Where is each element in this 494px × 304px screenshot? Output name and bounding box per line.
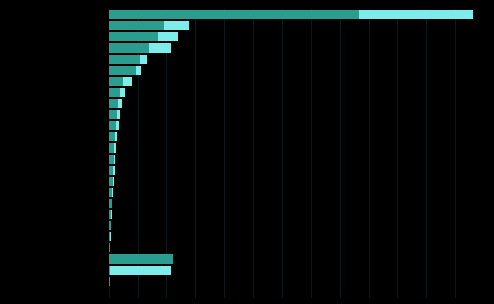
- Bar: [109, 266, 110, 275]
- Bar: [109, 88, 120, 97]
- Bar: [109, 32, 159, 41]
- Bar: [109, 54, 140, 64]
- Bar: [120, 88, 125, 97]
- Bar: [109, 177, 113, 186]
- Bar: [117, 110, 120, 119]
- Bar: [359, 10, 473, 19]
- Bar: [109, 10, 359, 19]
- Bar: [109, 77, 123, 86]
- Bar: [109, 188, 112, 197]
- Bar: [164, 21, 189, 30]
- Bar: [113, 177, 114, 186]
- Bar: [140, 54, 147, 64]
- Bar: [114, 154, 116, 164]
- Bar: [110, 266, 170, 275]
- Bar: [118, 99, 122, 108]
- Bar: [123, 77, 132, 86]
- Bar: [109, 277, 110, 286]
- Bar: [109, 21, 164, 30]
- Bar: [112, 188, 113, 197]
- Bar: [136, 66, 141, 75]
- Bar: [109, 66, 136, 75]
- Bar: [109, 132, 115, 141]
- Bar: [109, 210, 111, 219]
- Bar: [109, 143, 115, 153]
- Bar: [115, 132, 118, 141]
- Bar: [109, 43, 149, 53]
- Bar: [109, 232, 111, 241]
- Bar: [109, 99, 118, 108]
- Bar: [149, 43, 170, 53]
- Bar: [109, 254, 173, 264]
- Bar: [109, 154, 114, 164]
- Bar: [112, 199, 113, 208]
- Bar: [159, 32, 178, 41]
- Bar: [109, 166, 113, 175]
- Bar: [115, 143, 116, 153]
- Bar: [109, 110, 117, 119]
- Bar: [113, 166, 115, 175]
- Bar: [109, 221, 111, 230]
- Bar: [116, 121, 119, 130]
- Bar: [109, 199, 112, 208]
- Bar: [109, 121, 116, 130]
- Bar: [111, 210, 112, 219]
- Bar: [109, 244, 110, 253]
